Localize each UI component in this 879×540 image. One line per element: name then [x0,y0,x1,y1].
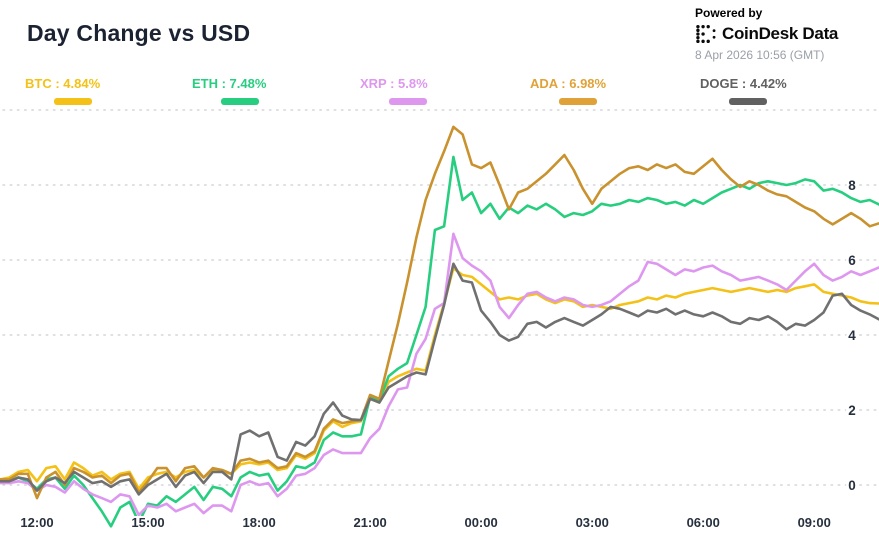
chart-line-doge [0,262,879,496]
legend-label-doge: DOGE : 4.42% [700,76,787,91]
x-axis-label-1200: 12:00 [20,515,53,530]
x-axis-label-1800: 18:00 [242,515,275,530]
coindesk-logo-icon [696,24,716,44]
legend-item-ada[interactable]: ADA : 6.98% [530,76,606,105]
x-axis-label-1500: 15:00 [131,515,164,530]
timestamp: 8 Apr 2026 10:56 (GMT) [695,48,825,62]
y-axis-label-2: 2 [848,403,856,418]
legend-item-doge[interactable]: DOGE : 4.42% [700,76,787,105]
x-axis-label-0600: 06:00 [687,515,720,530]
x-axis-label-0900: 09:00 [798,515,831,530]
y-axis-label-4: 4 [848,328,856,343]
legend-item-eth[interactable]: ETH : 7.48% [192,76,266,105]
y-axis-label-6: 6 [848,253,856,268]
legend-item-xrp[interactable]: XRP : 5.8% [360,76,428,105]
x-axis-label-0300: 03:00 [576,515,609,530]
legend-item-btc[interactable]: BTC : 4.84% [25,76,100,105]
y-axis-label-8: 8 [848,178,856,193]
legend-label-btc: BTC : 4.84% [25,76,101,91]
page-title: Day Change vs USD [27,20,251,46]
legend-swatch-doge [729,98,767,105]
chart-line-btc [0,266,879,491]
legend: BTC : 4.84% ETH : 7.48% XRP : 5.8% ADA :… [0,76,879,110]
coindesk-logo-text: CoinDesk Data [722,24,839,43]
chart-line-xrp [0,232,879,517]
chart-line-ada [0,125,879,500]
legend-label-eth: ETH : 7.48% [192,76,267,91]
x-axis-label-0000: 00:00 [464,515,497,530]
legend-swatch-btc [54,98,92,105]
powered-by-block: Powered by CoinDesk Data 8 Apr 2026 10:5… [695,6,865,62]
chart-line-eth [0,155,879,528]
y-axis-label-0: 0 [848,478,856,493]
legend-swatch-ada [559,98,597,105]
powered-by-label: Powered by [695,6,763,20]
legend-swatch-xrp [389,98,427,105]
x-axis-label-2100: 21:00 [353,515,386,530]
legend-label-ada: ADA : 6.98% [530,76,607,91]
legend-swatch-eth [221,98,259,105]
legend-label-xrp: XRP : 5.8% [360,76,428,91]
